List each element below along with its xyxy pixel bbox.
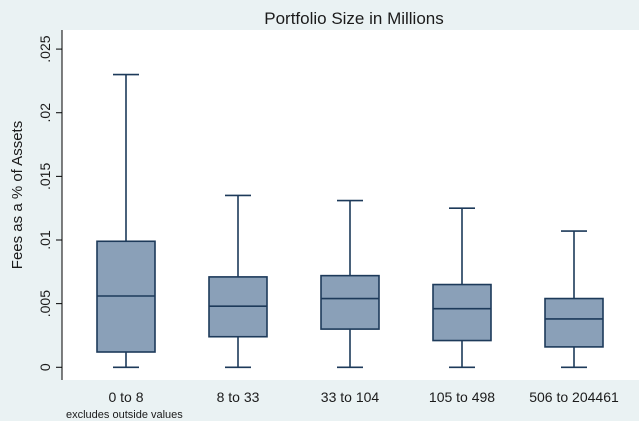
y-tick-label: 0 — [37, 363, 53, 371]
box-5 — [544, 230, 604, 369]
y-tick-label: .025 — [37, 35, 53, 62]
footnote: excludes outside values — [66, 409, 183, 421]
y-tick-label: .01 — [37, 230, 53, 250]
iqr-box — [544, 297, 604, 348]
x-axis-tick-labels: 0 to 8 8 to 33 33 to 104 105 to 498 506 to 2… — [108, 389, 618, 405]
x-tick-label: 33 to 104 — [321, 389, 380, 405]
box-4 — [432, 207, 492, 369]
box-1 — [96, 73, 156, 369]
y-tick-label: .005 — [37, 290, 53, 317]
x-tick-label: 0 to 8 — [108, 389, 143, 405]
x-tick-label: 105 to 498 — [429, 389, 495, 405]
chart-title: Portfolio Size in Millions — [264, 9, 444, 28]
box-2 — [208, 194, 268, 369]
box-3 — [320, 199, 380, 369]
y-axis-ticks: 0 .005 .01 .015 .02 .025 — [37, 35, 62, 371]
y-axis-label: Fees as a % of Assets — [9, 121, 26, 269]
iqr-box — [320, 274, 380, 330]
x-tick-label: 506 to 204461 — [529, 389, 619, 405]
box-series — [96, 73, 604, 369]
x-tick-label: 8 to 33 — [217, 389, 260, 405]
y-tick-label: .02 — [37, 103, 53, 123]
iqr-box — [432, 283, 492, 342]
y-tick-label: .015 — [37, 163, 53, 190]
